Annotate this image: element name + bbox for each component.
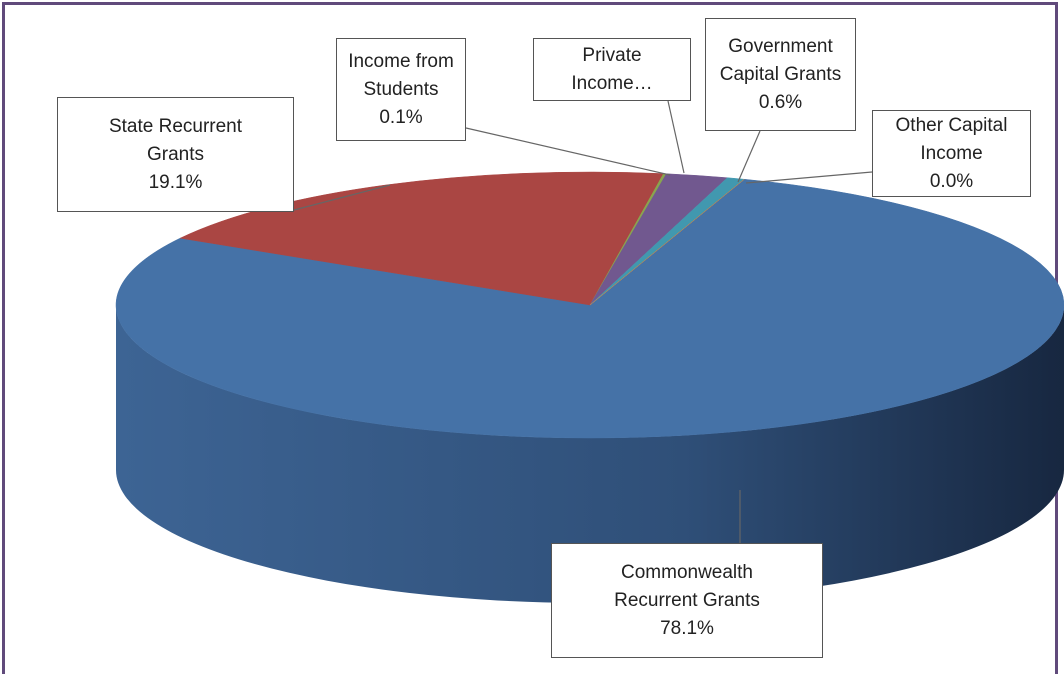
category-label: Private Income… xyxy=(571,44,653,94)
leader-line xyxy=(737,130,761,183)
leader-line xyxy=(745,171,873,184)
leader-line xyxy=(465,127,671,176)
value-label: 78.1% xyxy=(660,617,714,639)
data-label: Government Capital Grants 0.6% xyxy=(705,18,856,131)
category-label: Government Capital Grants xyxy=(719,35,842,85)
value-label: 0.6% xyxy=(758,91,803,113)
value-label: 0.1% xyxy=(379,106,423,128)
pie-slice xyxy=(115,178,1064,439)
data-label: Other Capital Income 0.0% xyxy=(872,110,1031,197)
leader-line xyxy=(667,100,685,174)
data-label: Income from Students 0.1% xyxy=(336,38,466,141)
value-label: 19.1% xyxy=(148,171,203,193)
category-label: Commonwealth Recurrent Grants xyxy=(614,561,760,611)
category-label: State Recurrent Grants xyxy=(108,115,243,165)
data-label: Private Income… xyxy=(533,38,691,101)
data-label: State Recurrent Grants 19.1% xyxy=(57,97,294,212)
value-label: 0.0% xyxy=(929,170,974,192)
slice-side xyxy=(116,305,1064,603)
category-label: Other Capital Income xyxy=(895,114,1008,164)
pie-slice xyxy=(179,171,664,306)
pie-slice xyxy=(589,179,745,306)
category-label: Income from Students xyxy=(348,50,454,100)
leader-line xyxy=(293,184,391,211)
data-label: Commonwealth Recurrent Grants 78.1% xyxy=(551,543,823,658)
